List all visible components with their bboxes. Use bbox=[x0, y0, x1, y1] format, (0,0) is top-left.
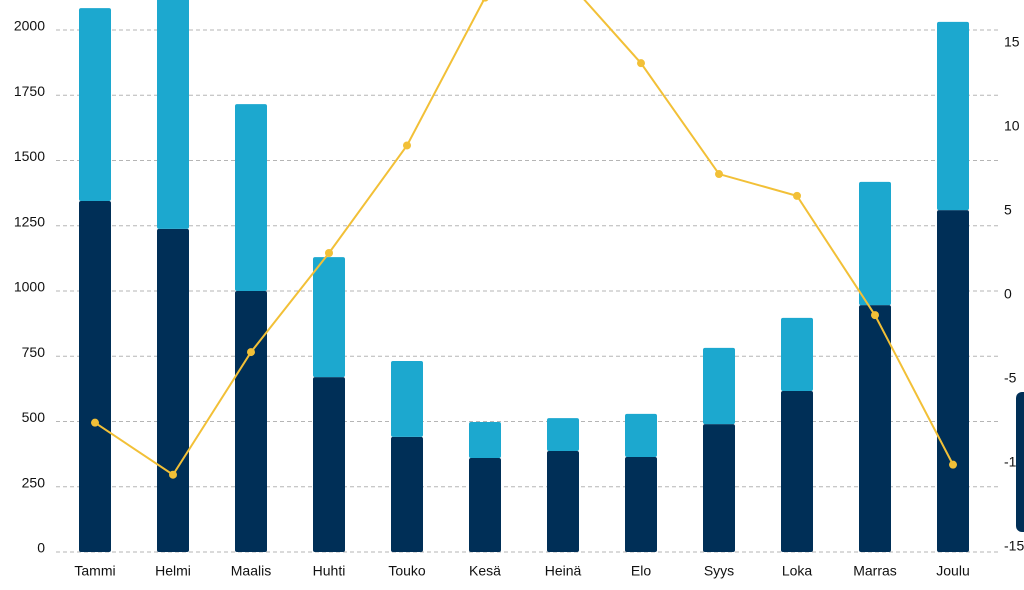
bar bbox=[79, 200, 111, 552]
bar bbox=[391, 436, 423, 552]
x-tick-label: Heinä bbox=[545, 563, 582, 579]
x-tick-label: Huhti bbox=[313, 563, 346, 579]
line-point bbox=[715, 170, 723, 179]
y-tick-label: 750 bbox=[22, 344, 46, 360]
bar bbox=[859, 305, 891, 552]
y-tick-label: 1750 bbox=[14, 83, 45, 99]
line-point bbox=[793, 191, 801, 200]
x-tick-label: Loka bbox=[782, 563, 813, 579]
bar bbox=[547, 418, 579, 451]
y-tick-label: 500 bbox=[22, 409, 46, 425]
line-point bbox=[247, 348, 255, 357]
bar bbox=[625, 413, 657, 457]
bar bbox=[235, 104, 267, 292]
bar bbox=[547, 450, 579, 552]
line-point bbox=[949, 460, 957, 469]
bars bbox=[79, 0, 969, 552]
line-point bbox=[481, 0, 489, 2]
bar bbox=[625, 456, 657, 552]
y-tick-label: 0 bbox=[37, 540, 45, 556]
y2-tick-label: 5 bbox=[1004, 202, 1012, 218]
bar bbox=[469, 458, 501, 552]
bar bbox=[157, 0, 189, 229]
bar bbox=[313, 257, 345, 378]
line-point bbox=[325, 248, 333, 257]
line-point bbox=[91, 418, 99, 427]
x-tick-label: Tammi bbox=[74, 563, 115, 579]
x-tick-label: Helmi bbox=[155, 563, 191, 579]
bar bbox=[781, 317, 813, 391]
y2-tick-label: 0 bbox=[1004, 286, 1012, 302]
x-tick-label: Touko bbox=[388, 563, 426, 579]
bar bbox=[937, 210, 969, 552]
bar bbox=[157, 228, 189, 552]
line-point bbox=[403, 141, 411, 150]
x-tick-label: Marras bbox=[853, 563, 897, 579]
bar bbox=[235, 291, 267, 552]
bar bbox=[79, 8, 111, 201]
grid bbox=[56, 29, 1000, 553]
y-tick-label: 2000 bbox=[14, 18, 45, 34]
y2-tick-label: -5 bbox=[1004, 370, 1017, 386]
y2-tick-label: -15 bbox=[1004, 538, 1024, 554]
labels: 025050075010001250150017502000-15-10-505… bbox=[14, 18, 1024, 579]
line-point bbox=[169, 470, 177, 479]
y-tick-label: 1500 bbox=[14, 148, 45, 164]
y-tick-label: 1250 bbox=[14, 213, 45, 229]
y2-tick-label: 10 bbox=[1004, 118, 1020, 134]
bar bbox=[391, 360, 423, 437]
bar bbox=[859, 181, 891, 306]
x-tick-label: Joulu bbox=[936, 563, 969, 579]
x-tick-label: Elo bbox=[631, 563, 651, 579]
legend-box bbox=[1016, 392, 1024, 532]
bar bbox=[937, 21, 969, 211]
bar bbox=[313, 377, 345, 552]
x-tick-label: Syys bbox=[704, 563, 734, 579]
bar bbox=[469, 422, 501, 459]
line-point bbox=[871, 311, 879, 320]
x-tick-label: Maalis bbox=[231, 563, 271, 579]
x-tick-label: Kesä bbox=[469, 563, 501, 579]
bar bbox=[703, 424, 735, 552]
line-point bbox=[637, 59, 645, 68]
y-tick-label: 1000 bbox=[14, 279, 45, 295]
y-tick-label: 250 bbox=[22, 474, 46, 490]
bar bbox=[703, 347, 735, 425]
bar bbox=[781, 390, 813, 552]
line bbox=[94, 0, 954, 477]
y2-tick-label: 15 bbox=[1004, 34, 1020, 50]
line-layer bbox=[91, 0, 957, 479]
